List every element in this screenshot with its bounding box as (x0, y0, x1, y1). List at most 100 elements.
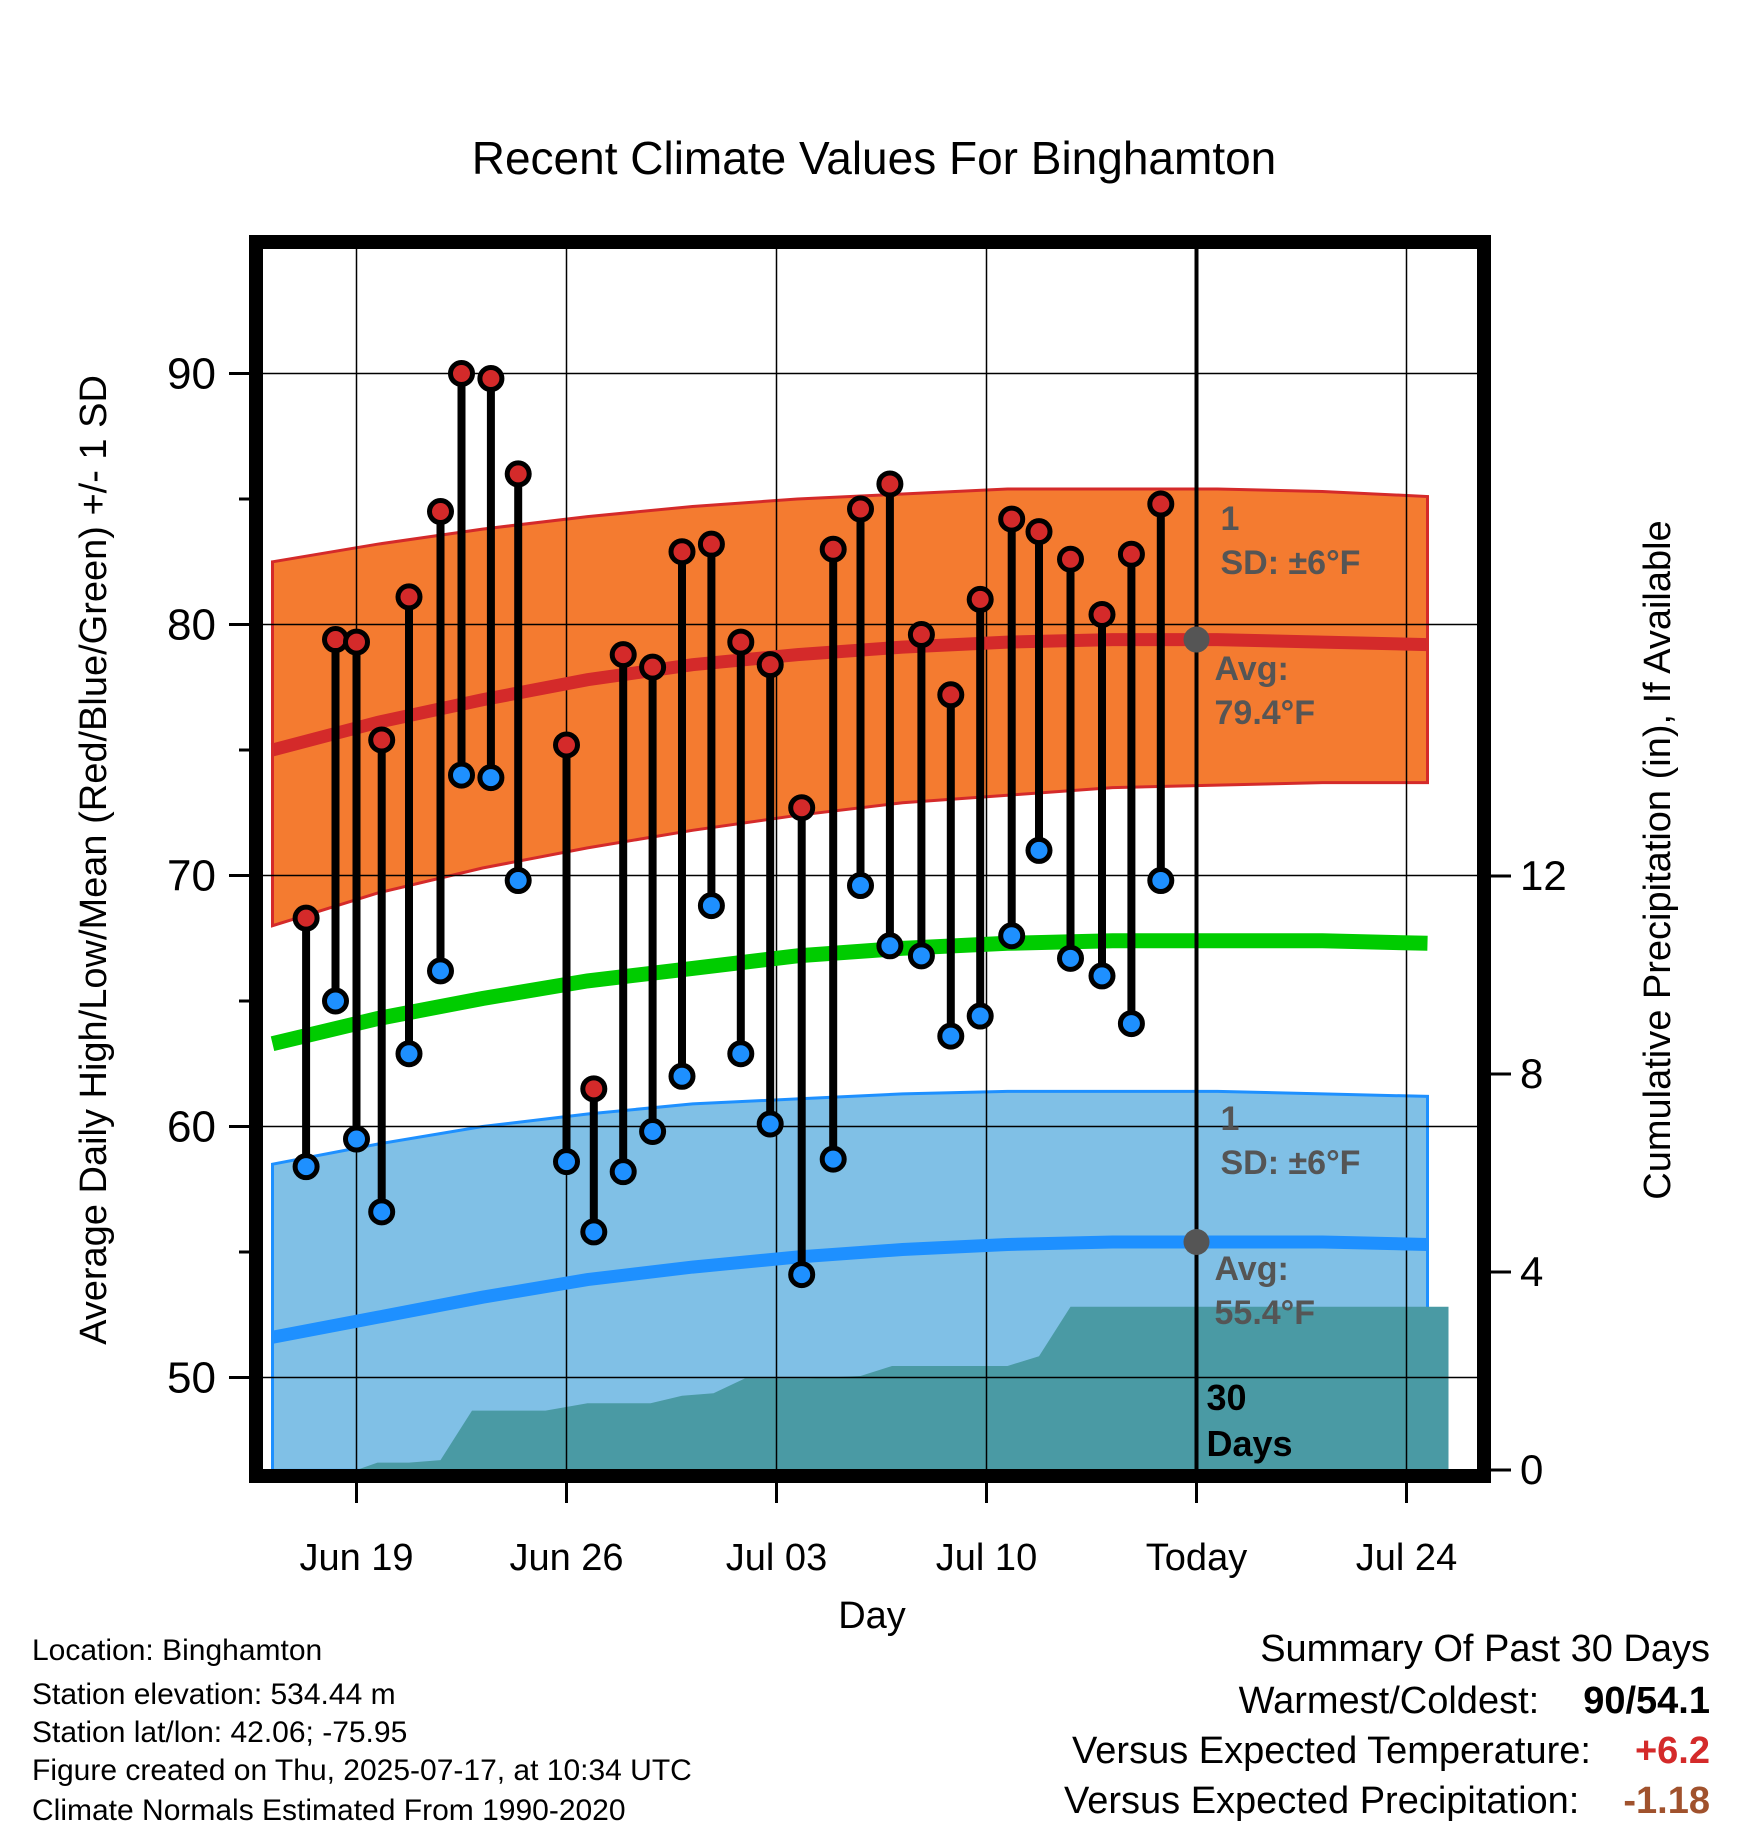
high-point (998, 505, 1026, 533)
low-point (609, 1158, 637, 1186)
low-point (998, 922, 1026, 950)
high-sd-annotation: 1 SD: ±6°F (1221, 500, 1361, 582)
low-point (966, 1002, 994, 1030)
low-point (580, 1218, 608, 1246)
high-point (819, 535, 847, 563)
high-point (395, 583, 423, 611)
low-point (292, 1153, 320, 1181)
x-tick-label: Today (1146, 1537, 1247, 1579)
high-point (580, 1075, 608, 1103)
y2-tick-label: 4 (1520, 1248, 1543, 1295)
high-point (477, 365, 505, 393)
x-tick-label: Jul 10 (936, 1537, 1037, 1579)
info-elevation: Station elevation: 534.44 m (32, 1678, 396, 1711)
low-point (639, 1118, 667, 1146)
high-point (668, 538, 696, 566)
x-tick-label: Jun 26 (509, 1537, 623, 1579)
info-normals: Climate Normals Estimated From 1990-2020 (32, 1794, 626, 1827)
x-tick-label: Jul 03 (726, 1537, 827, 1579)
summary-precip-label: Versus Expected Precipitation: (1063, 1780, 1580, 1822)
low-point (395, 1040, 423, 1068)
high-point (1147, 490, 1175, 518)
info-created: Figure created on Thu, 2025-07-17, at 10… (32, 1754, 692, 1787)
low-point (343, 1125, 370, 1153)
high-point (1057, 545, 1084, 573)
high-point (553, 731, 580, 759)
y-axis-label: Average Daily High/Low/Mean (Red/Blue/Gr… (73, 375, 115, 1345)
high-point (788, 794, 816, 822)
low-point (1057, 944, 1084, 972)
low-point (477, 764, 505, 792)
summary-precip-row: Versus Expected Precipitation: -1.18 (1064, 1782, 1710, 1820)
low-point (553, 1148, 580, 1176)
high-point (1088, 600, 1116, 628)
info-latlon: Station lat/lon: 42.06; -75.95 (32, 1716, 408, 1749)
days-label: 30 Days (1207, 1377, 1293, 1464)
plot-frame (249, 235, 1491, 1483)
low-point (1088, 962, 1116, 990)
plot-inner: 1 SD: ±6°F Avg: 79.4°F 1 SD: ±6°F Avg: 55.4°F 30… (262, 248, 1478, 1470)
y-tick-label: 60 (167, 1103, 216, 1152)
low-point (504, 867, 532, 895)
low-point (756, 1110, 784, 1138)
low-point (788, 1261, 816, 1289)
high-point (756, 651, 784, 679)
y2-tick-label: 8 (1520, 1050, 1543, 1097)
high-point (1117, 540, 1145, 568)
x-tick-label: Jul 24 (1356, 1537, 1457, 1579)
high-avg-annotation: Avg: 79.4°F (1215, 650, 1316, 732)
y-tick-label: 70 (167, 852, 216, 901)
high-sd-band (271, 487, 1429, 928)
summary-temp-label: Versus Expected Temperature: (1072, 1730, 1591, 1772)
low-sd-annotation: 1 SD: ±6°F (1221, 1100, 1361, 1182)
high-point (697, 530, 725, 558)
summary-temp-value: +6.2 (1634, 1730, 1710, 1772)
summary-warmest-label: Warmest/Coldest: (1238, 1680, 1540, 1722)
low-point (1147, 867, 1175, 895)
y-tick-label: 90 (167, 350, 216, 399)
y2-tick-label: 0 (1520, 1446, 1543, 1493)
today-low-avg-marker (1183, 1228, 1210, 1255)
y2-tick-label: 12 (1520, 852, 1567, 899)
mean-avg-line (270, 933, 1428, 1051)
high-point (504, 460, 532, 488)
high-point (876, 470, 904, 498)
high-point (292, 904, 320, 932)
low-point (1025, 836, 1053, 864)
low-point (427, 957, 454, 985)
summary-warmest-row: Warmest/Coldest: 90/54.1 (1239, 1682, 1710, 1720)
low-point (697, 892, 725, 920)
high-point (847, 495, 874, 523)
low-point (322, 987, 349, 1015)
low-point (1117, 1010, 1145, 1038)
low-point (819, 1145, 847, 1173)
high-point (427, 498, 454, 526)
low-point (847, 872, 874, 900)
high-point (937, 681, 965, 709)
summary-title: Summary Of Past 30 Days (1260, 1628, 1710, 1670)
high-point (343, 628, 370, 656)
low-point (448, 761, 475, 789)
summary-warmest-value: 90/54.1 (1583, 1680, 1710, 1722)
high-point (907, 621, 935, 649)
x-tick-label: Jun 19 (299, 1537, 413, 1579)
high-point (639, 653, 667, 681)
low-point (368, 1198, 396, 1226)
high-point (727, 628, 755, 656)
high-point (1025, 518, 1053, 546)
info-location: Location: Binghamton (32, 1634, 323, 1667)
y-tick-label: 50 (167, 1354, 216, 1403)
chart-title: Recent Climate Values For Binghamton (472, 132, 1277, 184)
low-avg-annotation: Avg: 55.4°F (1215, 1250, 1316, 1332)
low-point (876, 932, 904, 960)
low-point (937, 1022, 965, 1050)
today-high-avg-marker (1183, 626, 1210, 653)
y2-axis-label: Cumulative Precipitation (in), If Availa… (1637, 520, 1679, 1199)
low-point (668, 1062, 696, 1090)
plot-area: 1 SD: ±6°F Avg: 79.4°F 1 SD: ±6°F Avg: 55.4°F 30… (167, 235, 1567, 1579)
summary-precip-value: -1.18 (1623, 1780, 1710, 1822)
high-point (368, 726, 396, 754)
high-point (609, 641, 637, 669)
high-point (322, 626, 349, 654)
